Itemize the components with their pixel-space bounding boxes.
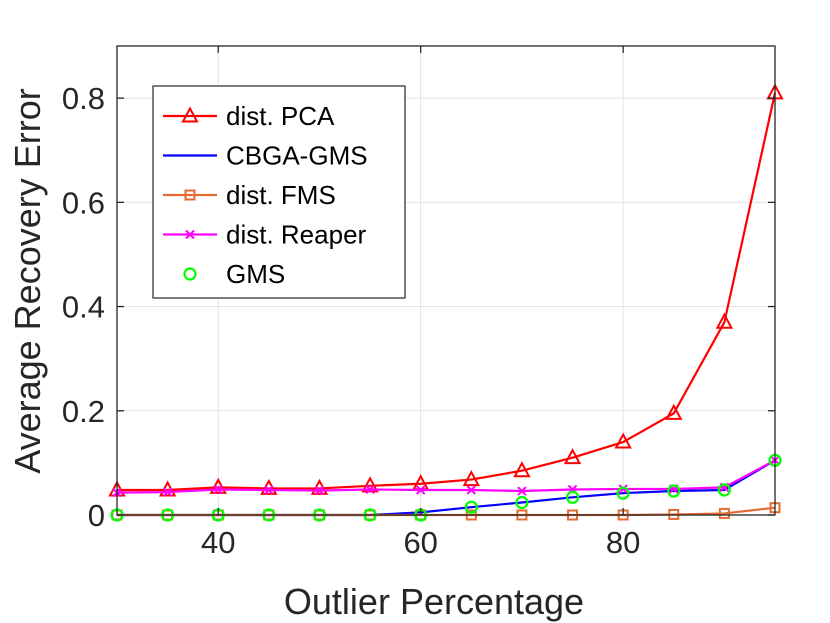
data-point-dist-pca (462, 469, 480, 487)
x-tick-label: 60 (403, 525, 437, 560)
data-point-dist-reaper-stroke (213, 484, 223, 495)
data-point-gms (616, 486, 630, 500)
legend-label-dist-pca: dist. PCA (226, 101, 335, 131)
data-point-dist-reaper-stroke (618, 484, 628, 494)
data-point-dist-reaper-stroke (365, 484, 375, 495)
axis-ticks: 40 60 80 0 0.2 0.4 0.6 0.8 (62, 46, 775, 560)
data-point-gms (515, 495, 529, 510)
data-point-gms (464, 500, 478, 514)
data-point-dist-reaper-stroke (162, 487, 173, 497)
data-point-gms (667, 484, 681, 498)
data-point-dist-reaper (314, 485, 325, 496)
data-point-dist-fms (718, 507, 730, 519)
y-tick-label: 0.4 (62, 290, 105, 325)
data-point-dist-pca (614, 432, 632, 449)
data-point-dist-pca (361, 476, 379, 493)
series-line-dist-pca (117, 92, 777, 492)
data-point-dist-reaper-stroke (264, 485, 274, 495)
data-point-dist-reaper (618, 484, 628, 494)
data-point-dist-reaper (162, 487, 173, 497)
series-line-dist-reaper (116, 459, 776, 494)
data-point-gms (565, 490, 580, 504)
data-point-dist-reaper-stroke (517, 486, 527, 496)
data-point-dist-pca (513, 461, 531, 478)
data-point-dist-reaper (517, 486, 527, 496)
y-axis-title: Average Recovery Error (7, 88, 48, 474)
data-point-gms (717, 483, 731, 497)
y-tick-label: 0.6 (62, 185, 105, 220)
data-point-dist-pca (563, 448, 582, 465)
data-point-dist-reaper (415, 485, 426, 495)
data-point-dist-pca (715, 312, 734, 329)
legend-label-dist-fms: dist. FMS (226, 180, 336, 210)
data-point-dist-reaper-stroke (415, 485, 426, 495)
legend-swatch-marker-gms (183, 267, 197, 281)
data-point-dist-reaper-stroke (314, 485, 325, 496)
legend-label-dist-reaper: dist. Reaper (226, 220, 367, 250)
data-point-dist-reaper (466, 485, 477, 495)
y-tick-label: 0 (88, 498, 105, 533)
legend-swatch-marker-dist-pca (181, 106, 199, 123)
series-dist-reaper (112, 455, 780, 498)
x-tick-label: 80 (606, 525, 640, 560)
plot-frame (116, 45, 776, 516)
data-point-dist-reaper (365, 484, 375, 495)
legend-label-cbga-gms: CBGA-GMS (226, 141, 368, 171)
legend: dist. PCA CBGA-GMS dist. FMS dist. Reaper GM… (152, 85, 406, 299)
y-tick-label: 0.2 (62, 394, 105, 429)
x-axis-title: Outlier Percentage (284, 581, 584, 622)
legend-swatch-marker-dist-reaper-stroke (185, 229, 195, 240)
data-point-dist-reaper (264, 485, 274, 495)
legend-swatch-marker-dist-reaper (185, 229, 195, 240)
legend-swatch-marker-dist-fms (184, 189, 196, 201)
data-point-dist-pca (665, 403, 683, 420)
data-point-dist-reaper (213, 484, 223, 495)
legend-label-gms: GMS (226, 259, 285, 289)
data-point-dist-reaper-stroke (466, 485, 477, 495)
x-tick-label: 40 (201, 525, 235, 560)
y-tick-label: 0.8 (62, 81, 105, 116)
